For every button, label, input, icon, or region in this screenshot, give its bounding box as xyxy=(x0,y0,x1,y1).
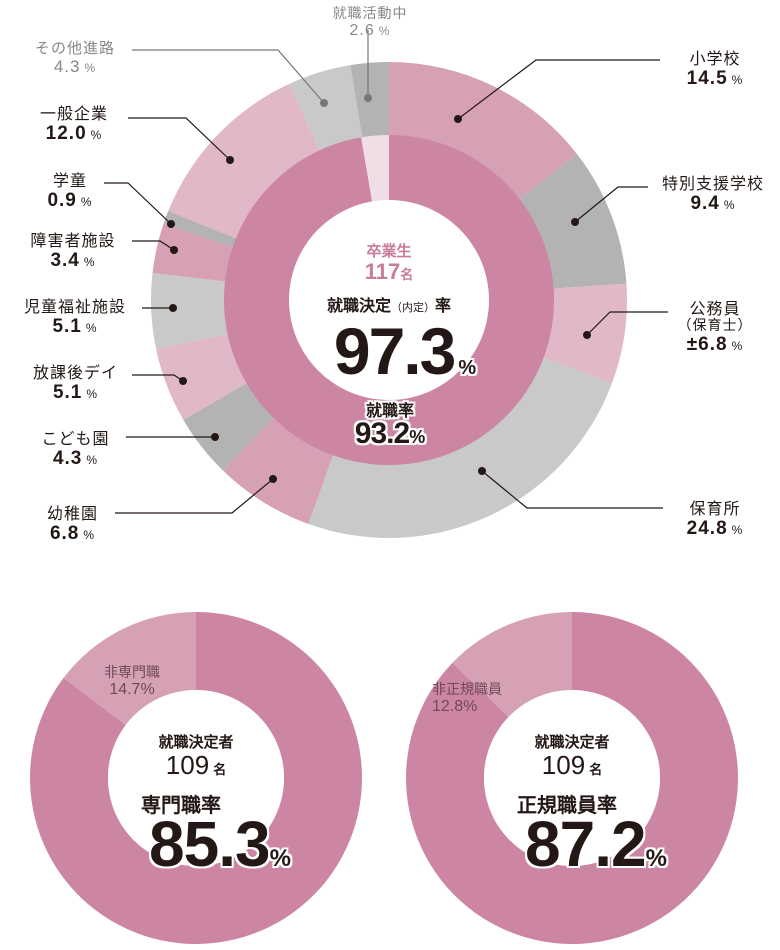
leader-line xyxy=(457,59,660,120)
leader-dot-icon xyxy=(170,246,178,254)
right-center-text: 就職決定者 109 名 正規職員率 xyxy=(517,733,617,817)
leader-line xyxy=(132,49,325,104)
main-center-text: 卒業生 117名 就職決定（内定）率 xyxy=(289,240,489,316)
outer-segment xyxy=(168,84,321,240)
leader-dot-icon xyxy=(226,156,234,164)
employment-rate-label: 就職率 xyxy=(365,403,414,420)
non-regular-label: 非正規職員 12.8% xyxy=(432,682,502,716)
label-special-support-school: 特別支援学校 9.4% xyxy=(661,174,764,215)
decision-rate-label: 就職決定（内定）率 xyxy=(326,296,452,315)
leader-dot-icon xyxy=(571,218,579,226)
minor-segment xyxy=(63,612,196,725)
leader-dot-icon xyxy=(179,377,187,385)
label-certified-kindergarten: こども園 4.3% xyxy=(41,429,110,470)
outer-segment xyxy=(222,416,334,524)
leader-dot-icon xyxy=(169,304,177,312)
outer-segment xyxy=(389,62,578,201)
label-job-hunting: 就職活動中 2.6% xyxy=(332,6,408,40)
outer-segment xyxy=(163,210,238,248)
graduates-label: 卒業生 xyxy=(366,242,412,260)
label-disability-facility: 障害者施設 3.4% xyxy=(30,231,116,272)
regular-staff-rate-value: 87.2% xyxy=(525,808,667,880)
left-center-text: 就職決定者 109 名 専門職率 xyxy=(141,733,234,817)
graduates-count: 117名 xyxy=(364,259,414,284)
major-segment xyxy=(406,612,738,944)
label-civil-servant: 公務員 （保育士） ±6.8% xyxy=(677,299,753,356)
leader-line xyxy=(104,182,172,225)
leader-line xyxy=(115,478,274,514)
leader-dot-icon xyxy=(364,94,372,102)
outer-segment xyxy=(289,65,363,153)
outer-segment xyxy=(151,273,230,349)
label-elementary-school: 小学校 14.5% xyxy=(686,49,744,90)
leader-dot-icon xyxy=(269,475,277,483)
label-nursery: 保育所 24.8% xyxy=(686,499,744,540)
center-hole xyxy=(108,690,284,866)
center-hole xyxy=(484,690,660,866)
regular-staff-rate-donut xyxy=(406,612,738,944)
inner-segment-undecided xyxy=(361,135,389,204)
inner-ring-decision-rate xyxy=(223,135,554,465)
leader-dot-icon xyxy=(583,331,591,339)
outer-ring-breakdown xyxy=(151,62,627,538)
label-after-school-day: 放課後デイ 5.1% xyxy=(32,363,118,404)
specialist-rate-donut xyxy=(30,612,363,944)
leader-dot-icon xyxy=(478,467,486,475)
specialist-rate-value: 85.3% xyxy=(149,808,291,880)
leader-line xyxy=(586,311,668,336)
label-other-paths: その他進路 4.3% xyxy=(34,39,115,77)
outer-segment xyxy=(156,333,249,420)
leader-line xyxy=(574,186,648,223)
decision-rate-value: 97.3% xyxy=(333,314,477,388)
minor-segment xyxy=(452,612,572,717)
label-kindergarten: 幼稚園 6.8% xyxy=(46,504,98,545)
outer-segment xyxy=(152,223,235,282)
leader-lines xyxy=(104,30,668,514)
label-general-company: 一般企業 12.0% xyxy=(39,104,108,145)
leader-dot-icon xyxy=(320,99,328,107)
leader-line xyxy=(132,240,175,251)
non-specialist-label: 非専門職 14.7% xyxy=(104,665,160,699)
employment-rate-value: 93.2% xyxy=(354,417,426,450)
label-after-school-club: 学童 0.9% xyxy=(47,171,93,212)
outer-segment xyxy=(183,382,276,471)
leader-dot-icon xyxy=(167,220,175,228)
major-segment xyxy=(30,612,363,944)
inner-segment-decided xyxy=(223,135,554,465)
leader-line xyxy=(481,470,663,509)
leader-line xyxy=(128,117,231,161)
leader-dot-icon xyxy=(454,115,462,123)
main-center-hole xyxy=(289,200,489,400)
leader-dot-icon xyxy=(211,433,219,441)
label-child-welfare-facility: 児童福祉施設 5.1% xyxy=(23,297,126,338)
